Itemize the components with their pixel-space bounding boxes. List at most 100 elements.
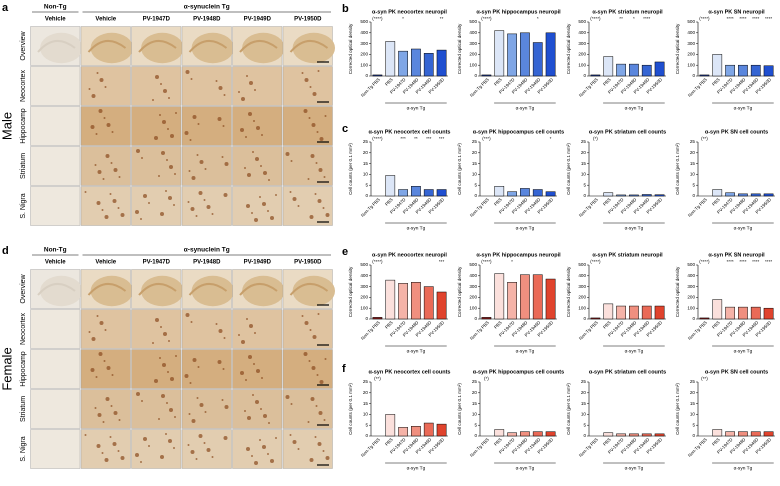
bar — [398, 189, 408, 197]
stained-cell — [135, 210, 139, 214]
stained-cell — [111, 374, 114, 376]
stained-cell — [152, 99, 154, 101]
y-tick-label: 500 — [578, 262, 586, 267]
stained-cell — [247, 416, 251, 420]
significance-label: * — [550, 136, 552, 141]
panel-label: d — [2, 245, 9, 257]
y-tick-label: 500 — [687, 262, 695, 267]
bar — [481, 74, 492, 77]
micrograph — [282, 106, 333, 146]
stained-cell — [113, 411, 118, 415]
stained-cell — [290, 160, 293, 162]
bar — [725, 306, 735, 320]
micrograph — [282, 309, 333, 349]
stained-cell — [168, 439, 172, 443]
y-tick-label: 0 — [692, 73, 695, 78]
y-tick-label: 0 — [474, 73, 477, 78]
bar — [712, 299, 723, 320]
y-tick-label: 10 — [581, 412, 587, 417]
y-tick-label: 10 — [472, 412, 478, 417]
y-tick-label: 300 — [469, 284, 477, 289]
micrograph — [232, 66, 283, 106]
bar — [738, 306, 748, 320]
y-axis-label: Cell counts (per 0.1 mm²) — [348, 143, 353, 195]
stained-cell — [256, 126, 260, 130]
stained-cell — [259, 439, 261, 441]
stained-cell — [104, 215, 109, 219]
bar — [520, 188, 530, 197]
x-tick-label: PBS — [711, 197, 721, 207]
y-tick-label: 100 — [469, 305, 477, 310]
stained-cell — [268, 179, 270, 181]
bar — [385, 414, 396, 437]
y-tick-label: 15 — [472, 161, 478, 166]
stained-cell — [251, 212, 253, 214]
stained-cell — [246, 447, 250, 451]
bar — [629, 433, 639, 437]
stained-cell — [109, 193, 112, 195]
stained-cell — [254, 461, 258, 465]
stained-cell — [98, 352, 103, 356]
y-tick-label: 0 — [365, 193, 368, 198]
stained-cell — [285, 152, 290, 156]
hippocampus-outline — [138, 40, 177, 53]
bar — [590, 317, 601, 320]
significance-label: (****) — [590, 259, 601, 264]
stained-cell — [190, 78, 193, 80]
stained-cell — [309, 86, 312, 88]
stained-cell — [95, 133, 98, 135]
stained-cell — [96, 315, 99, 317]
stained-cell — [254, 332, 256, 334]
tissue-section — [292, 275, 336, 307]
y-tick-label: 25 — [690, 379, 696, 384]
stained-cell — [215, 323, 218, 325]
y-tick-label: 500 — [687, 19, 695, 24]
stained-cell — [154, 379, 158, 383]
stained-cell — [223, 436, 228, 440]
chart-title: α-syn PK striatum cell counts — [589, 129, 666, 135]
stained-cell — [308, 360, 311, 362]
sex-label: Female — [0, 347, 14, 390]
stained-cell — [241, 97, 245, 101]
stained-cell — [211, 213, 214, 215]
y-tick-label: 0 — [583, 193, 586, 198]
stained-cell — [168, 97, 170, 99]
x-tick-label: PBS — [384, 437, 394, 447]
stained-cell — [118, 176, 121, 178]
x-axis-label: α-syn Tg — [407, 465, 426, 471]
x-axis-label: α-syn Tg — [516, 105, 535, 111]
stained-cell — [289, 191, 292, 193]
y-tick-label: 400 — [360, 273, 368, 278]
stained-cell — [102, 178, 105, 180]
y-tick-label: 200 — [469, 295, 477, 300]
y-tick-label: 25 — [472, 139, 478, 144]
hippocampus-outline — [239, 40, 278, 53]
y-tick-label: 25 — [581, 379, 587, 384]
stained-cell — [316, 131, 319, 133]
stained-cell — [88, 88, 91, 90]
stained-cell — [168, 340, 170, 342]
y-axis-label: Corrected optical density — [457, 23, 462, 74]
y-tick-label: 0 — [365, 433, 368, 438]
stained-cell — [314, 436, 317, 438]
y-tick-label: 100 — [360, 305, 368, 310]
stained-cell — [190, 207, 195, 211]
stained-cell — [94, 164, 97, 166]
stained-cell — [190, 450, 195, 454]
bar — [481, 317, 492, 320]
y-tick-label: 200 — [578, 295, 586, 300]
stained-cell — [244, 410, 246, 412]
y-tick-label: 0 — [692, 433, 695, 438]
bar — [603, 56, 614, 77]
stained-cell — [292, 440, 297, 444]
stained-cell — [324, 115, 327, 117]
stained-cell — [247, 173, 251, 177]
y-tick-label: 400 — [578, 273, 586, 278]
stained-cell — [317, 313, 320, 315]
y-tick-label: 25 — [581, 139, 587, 144]
micrograph — [131, 309, 182, 349]
bar — [398, 283, 408, 320]
bar — [763, 65, 774, 77]
significance-label: (****) — [481, 16, 492, 21]
stained-cell — [311, 366, 316, 370]
